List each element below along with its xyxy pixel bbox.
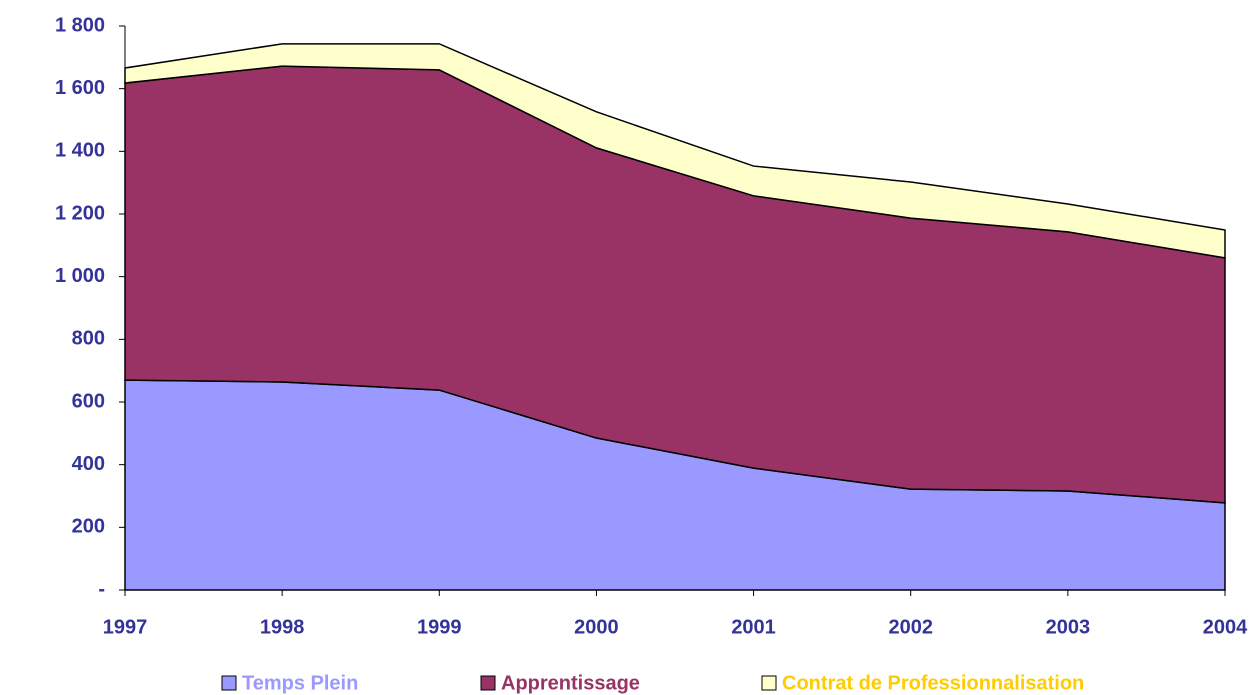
x-tick-label: 1997 xyxy=(103,616,148,638)
area xyxy=(124,43,1226,259)
x-tick-label: 1998 xyxy=(260,616,305,638)
x-tick-label: 2001 xyxy=(731,616,776,638)
x-tick-label: 1999 xyxy=(417,616,462,638)
legend-swatch xyxy=(761,675,777,691)
y-tick-label: 1 600 xyxy=(55,77,105,99)
y-tick-label: - xyxy=(98,578,105,600)
legend-swatch xyxy=(480,675,496,691)
legend-swatch xyxy=(221,675,237,691)
x-tick-label: 2002 xyxy=(888,616,933,638)
y-tick-label: 1 800 xyxy=(55,14,105,36)
legend-label: Apprentissage xyxy=(501,672,640,694)
y-tick-label: 800 xyxy=(72,328,105,350)
y-tick-label: 1 400 xyxy=(55,140,105,162)
y-tick-label: 400 xyxy=(72,453,105,475)
x-tick-label: 2003 xyxy=(1046,616,1091,638)
y-tick-label: 1 000 xyxy=(55,265,105,287)
legend-label: Temps Plein xyxy=(242,672,358,694)
y-tick-label: 600 xyxy=(72,390,105,412)
x-tick-label: 2004 xyxy=(1203,616,1248,638)
y-tick-label: 1 200 xyxy=(55,202,105,224)
y-tick-label: 200 xyxy=(72,516,105,538)
x-tick-label: 2000 xyxy=(574,616,619,638)
legend-label: Contrat de Professionnalisation xyxy=(782,672,1084,694)
